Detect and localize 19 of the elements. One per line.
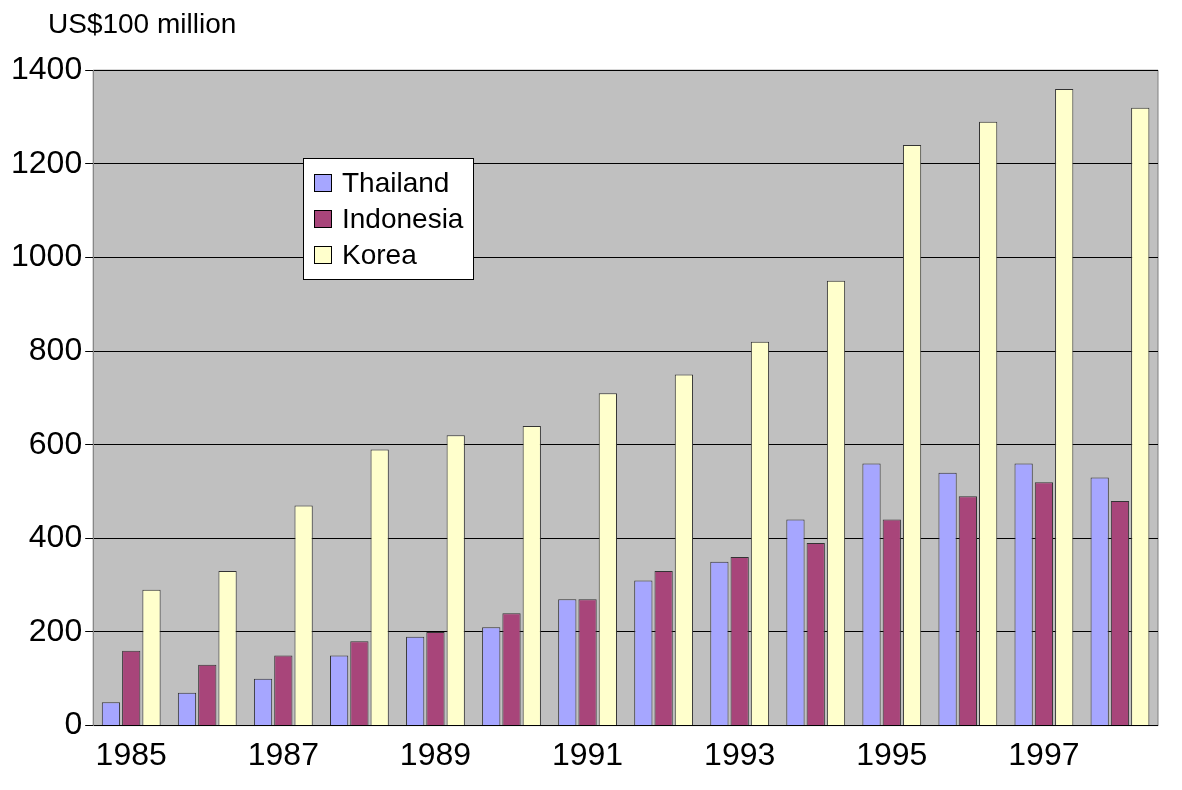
y-tick-label: 1000 xyxy=(11,237,83,274)
legend-label: Indonesia xyxy=(342,202,464,236)
x-tick-label: 1997 xyxy=(1008,735,1080,772)
y-tick-label: 1400 xyxy=(11,50,83,87)
y-tick-label: 600 xyxy=(28,424,83,461)
x-tick-label: 1987 xyxy=(247,735,319,772)
y-axis-title: US$100 million xyxy=(48,8,238,41)
x-tick-label: 1993 xyxy=(704,735,776,772)
y-tick-label: 200 xyxy=(28,611,83,648)
x-tick-label: 1989 xyxy=(399,735,472,772)
x-tick-label: 1991 xyxy=(551,735,624,772)
y-tick-label: 0 xyxy=(64,705,83,742)
x-tick-label: 1985 xyxy=(95,735,167,772)
legend-label: Thailand xyxy=(342,166,450,200)
y-tick-label: 800 xyxy=(28,330,83,367)
y-tick-label: 1200 xyxy=(11,143,83,180)
legend-label: Korea xyxy=(342,238,417,272)
x-tick-label: 1995 xyxy=(856,735,928,772)
y-tick-label: 400 xyxy=(28,518,83,555)
